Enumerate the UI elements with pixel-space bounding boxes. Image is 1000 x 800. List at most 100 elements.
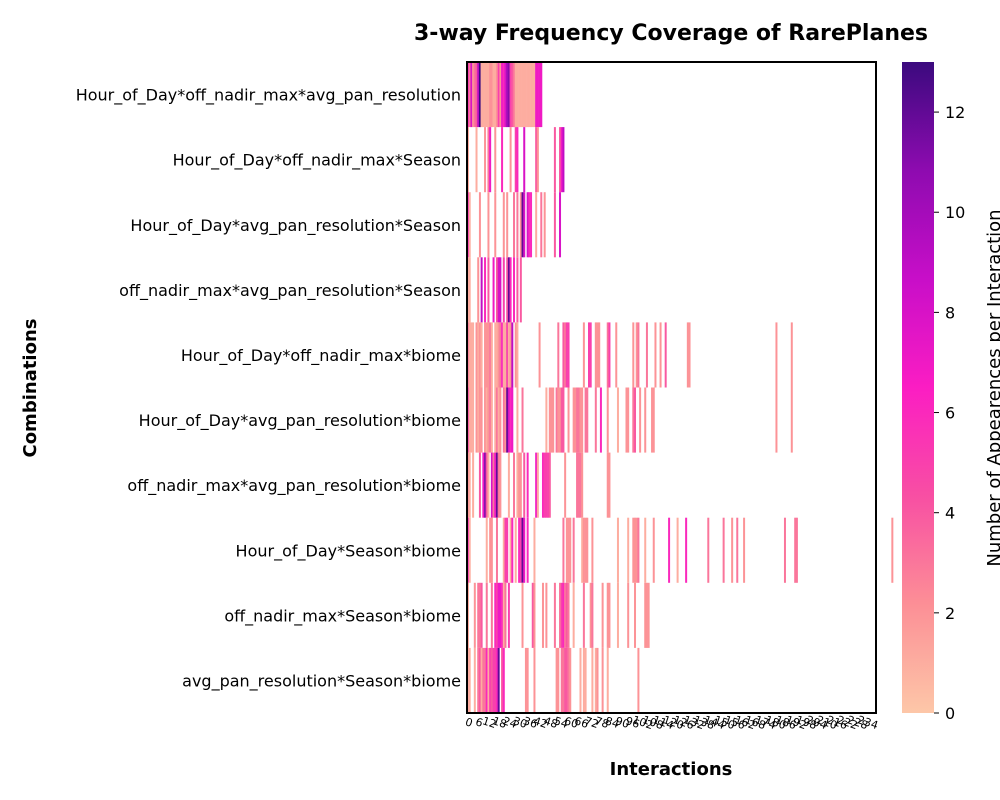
heatmap-cell: [501, 62, 504, 128]
heatmap-cell: [468, 647, 471, 713]
heatmap-cell: [490, 62, 493, 128]
heatmap-cell: [743, 517, 746, 583]
x-tick-label: 30: [511, 714, 528, 731]
heatmap-cell: [519, 257, 522, 323]
x-tick-label: 126: [672, 713, 696, 732]
y-tick-label: Hour_of_Day*avg_pan_resolution*Season: [130, 216, 461, 236]
heatmap-cell: [722, 517, 725, 583]
heatmap-cell: [591, 582, 594, 648]
heatmap-cell: [484, 322, 487, 388]
heatmap-cell: [543, 192, 546, 258]
heatmap-cell: [502, 257, 505, 323]
heatmap-cell: [482, 452, 485, 518]
heatmap-cell: [516, 387, 519, 453]
heatmap-cell: [547, 452, 550, 518]
heatmap-cell: [594, 322, 597, 388]
heatmap-cell: [581, 452, 584, 518]
heatmap-cell: [506, 387, 509, 453]
heatmap-cell: [504, 62, 507, 128]
y-tick-label: Hour_of_Day*avg_pan_resolution*biome: [139, 411, 461, 431]
heatmap-cell: [565, 582, 568, 648]
y-tick-label: Hour_of_Day*off_nadir_max*avg_pan_resolu…: [76, 86, 461, 106]
heatmap-cell: [494, 452, 497, 518]
heatmap-cell: [557, 647, 560, 713]
heatmap-cell: [478, 387, 481, 453]
x-tick-label: 96: [624, 714, 641, 731]
heatmap-cell: [644, 582, 647, 648]
heatmap-cell: [502, 62, 505, 128]
heatmap-cell: [659, 322, 662, 388]
heatmap-cell: [572, 582, 575, 648]
heatmap-cell: [497, 257, 500, 323]
heatmap-cell: [526, 192, 529, 258]
x-tick-label: 138: [692, 713, 716, 732]
heatmap-cell: [475, 387, 478, 453]
heatmap-cell: [627, 582, 630, 648]
heatmap-cell: [518, 517, 521, 583]
heatmap-cell: [495, 62, 498, 128]
heatmap-cell: [567, 647, 570, 713]
heatmap-cell: [502, 192, 505, 258]
heatmap-cell: [495, 647, 498, 713]
heatmap-cell: [524, 62, 527, 128]
heatmap-cell: [552, 387, 555, 453]
heatmap-cell: [480, 387, 483, 453]
heatmap-cell: [504, 582, 507, 648]
y-tick-label: Hour_of_Day*off_nadir_max*Season: [173, 151, 461, 171]
heatmap-cell: [506, 192, 509, 258]
heatmap-cell: [506, 62, 509, 128]
heatmap-cell: [484, 452, 487, 518]
heatmap-cell: [475, 62, 478, 128]
y-tick-label: off_nadir_max*Season*biome: [224, 606, 461, 626]
heatmap-cell: [634, 387, 637, 453]
heatmap-cell: [480, 62, 483, 128]
heatmap-cell: [627, 387, 630, 453]
x-tick-label: 186: [774, 713, 798, 732]
heatmap-cell: [477, 582, 480, 648]
heatmap-cell: [519, 517, 522, 583]
heatmap-cell: [560, 647, 563, 713]
heatmap-cell: [637, 322, 640, 388]
heatmap-cells: [467, 62, 894, 713]
heatmap-cell: [519, 62, 522, 128]
x-tick-label: 84: [603, 714, 620, 731]
heatmap-cell: [707, 517, 710, 583]
heatmap-cell: [514, 127, 517, 193]
heatmap-cell: [472, 322, 475, 388]
heatmap-cell: [480, 582, 483, 648]
heatmap-cell: [548, 452, 551, 518]
heatmap-cell: [482, 647, 485, 713]
heatmap-cell: [550, 387, 553, 453]
heatmap-cell: [475, 322, 478, 388]
heatmap-cell: [569, 647, 572, 713]
heatmap-cell: [501, 322, 504, 388]
heatmap-cell: [651, 387, 654, 453]
heatmap-cell: [499, 387, 502, 453]
heatmap-cell: [644, 517, 647, 583]
heatmap-cell: [535, 62, 538, 128]
heatmap-cell: [495, 387, 498, 453]
colorbar-tick-label: 6: [945, 404, 955, 423]
x-tick-labels: 0 612182430364248546066727884909610210811…: [464, 713, 880, 732]
x-tick-label: 78: [593, 714, 610, 731]
heatmap-cell: [519, 452, 522, 518]
heatmap-cell: [478, 322, 481, 388]
heatmap-cell: [480, 322, 483, 388]
x-tick-label: 120: [661, 713, 685, 732]
heatmap-cell: [484, 387, 487, 453]
heatmap-cell: [516, 192, 519, 258]
heatmap-cell: [637, 517, 640, 583]
heatmap-cell: [553, 192, 556, 258]
heatmap-cell: [472, 62, 475, 128]
heatmap-cell: [562, 127, 565, 193]
heatmap-cell: [511, 322, 514, 388]
heatmap-cell: [473, 582, 476, 648]
x-tick-label: 204: [805, 713, 829, 732]
x-tick-label: 36: [522, 714, 539, 731]
heatmap-cell: [487, 62, 490, 128]
heatmap-cell: [555, 647, 558, 713]
x-tick-label: 174: [753, 713, 777, 732]
heatmap-cell: [538, 62, 541, 128]
heatmap-cell: [540, 192, 543, 258]
